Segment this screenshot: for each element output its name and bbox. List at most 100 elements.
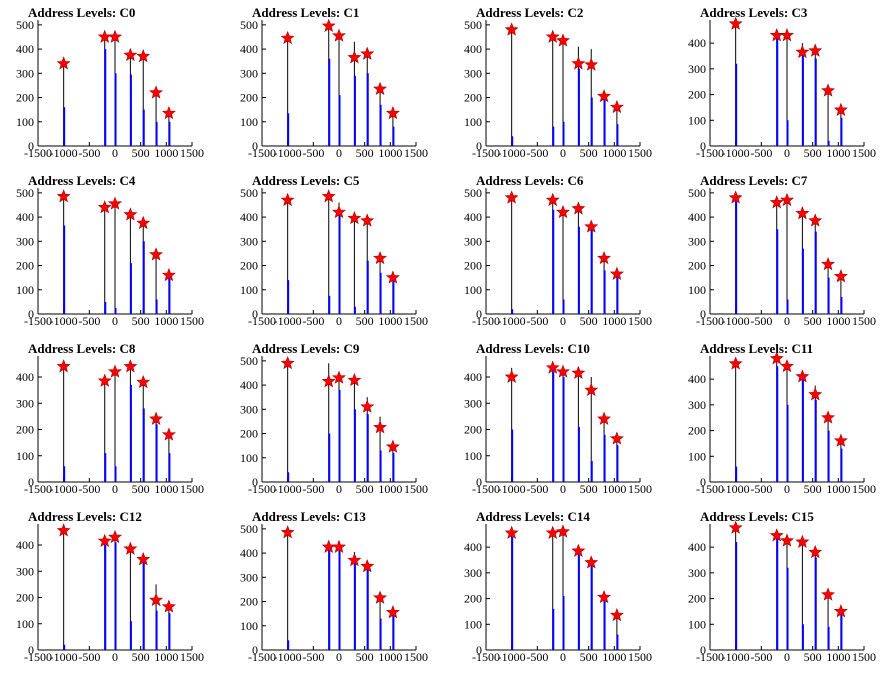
- star-marker: [123, 359, 138, 373]
- star-marker: [56, 359, 71, 373]
- star-marker: [821, 410, 835, 424]
- star-marker: [332, 204, 346, 219]
- x-tick-label: -1500: [696, 482, 724, 496]
- x-tick-label: -1500: [472, 482, 500, 496]
- chart-title: Address Levels: C7: [700, 173, 808, 188]
- star-marker: [97, 200, 112, 214]
- y-tick-label: 300: [16, 234, 34, 248]
- y-tick-label: 200: [16, 423, 34, 437]
- star-marker: [504, 22, 519, 36]
- y-tick-label: 100: [16, 115, 34, 129]
- y-tick-label: 100: [688, 617, 706, 631]
- y-tick-label: 300: [464, 566, 482, 580]
- chart-panel: Address Levels: C12 0 100 200 300 400 -1500-10…: [16, 509, 204, 664]
- x-tick-label: 1000: [154, 146, 178, 160]
- star-marker: [108, 529, 122, 544]
- y-tick-label: 200: [240, 427, 258, 441]
- star-marker: [584, 219, 599, 233]
- star-marker: [780, 533, 794, 547]
- star-marker: [347, 552, 362, 567]
- y-tick-label: 300: [240, 570, 258, 584]
- star-marker: [584, 382, 599, 397]
- x-tick-label: 1500: [628, 482, 652, 496]
- x-tick-label: 0: [560, 482, 566, 496]
- star-marker: [571, 543, 586, 557]
- star-marker: [780, 28, 794, 42]
- star-marker: [821, 587, 835, 601]
- star-marker: [123, 47, 138, 62]
- star-marker: [545, 29, 560, 43]
- chart-panel: Address Levels: C90100200300400500-1500-…: [240, 341, 428, 496]
- x-tick-label: -1500: [696, 146, 724, 160]
- x-tick-label: 500: [356, 146, 374, 160]
- y-tick-label: 300: [16, 66, 34, 80]
- y-tick-label: 0: [28, 139, 34, 153]
- x-tick-label: 0: [336, 482, 342, 496]
- star-marker: [504, 525, 519, 539]
- star-marker: [280, 525, 295, 539]
- x-tick-label: 500: [356, 482, 374, 496]
- y-tick-label: 500: [240, 522, 258, 536]
- x-tick-label: -1000: [50, 314, 78, 328]
- x-tick-label: -1500: [472, 650, 500, 664]
- x-tick-label: -1500: [696, 314, 724, 328]
- y-tick-label: 400: [464, 210, 482, 224]
- x-tick-label: -500: [526, 314, 548, 328]
- chart-title: Address Levels: C1: [252, 5, 359, 20]
- y-tick-label: 400: [16, 210, 34, 224]
- x-tick-label: 500: [804, 482, 822, 496]
- x-tick-label: 1000: [826, 314, 850, 328]
- star-marker: [149, 85, 163, 99]
- chart-title: Address Levels: C2: [476, 5, 583, 20]
- star-marker: [149, 411, 163, 425]
- star-marker: [597, 250, 611, 265]
- star-marker: [108, 29, 122, 43]
- y-tick-label: 0: [28, 643, 34, 657]
- y-tick-label: 400: [16, 370, 34, 384]
- chart-title: Address Levels: C8: [28, 341, 136, 356]
- star-marker: [808, 544, 823, 559]
- x-tick-label: 0: [336, 650, 342, 664]
- x-tick-label: 500: [580, 482, 598, 496]
- star-marker: [728, 356, 743, 370]
- x-tick-label: -1000: [722, 314, 750, 328]
- y-tick-label: 400: [240, 378, 258, 392]
- x-tick-label: -500: [526, 650, 548, 664]
- x-tick-label: 1000: [154, 314, 178, 328]
- star-marker: [808, 43, 823, 57]
- x-tick-label: 0: [560, 314, 566, 328]
- x-tick-label: 0: [112, 314, 118, 328]
- chart-title: Address Levels: C5: [252, 173, 360, 188]
- x-tick-label: 1000: [602, 650, 626, 664]
- x-tick-label: 500: [356, 650, 374, 664]
- x-tick-label: -1000: [722, 650, 750, 664]
- star-marker: [347, 372, 362, 387]
- star-marker: [360, 213, 375, 227]
- y-tick-label: 200: [688, 88, 706, 102]
- star-marker: [504, 190, 519, 204]
- chart-panel: Address Levels: C15 0 100 200 300 400 -1500-10…: [688, 509, 876, 664]
- star-marker: [728, 520, 743, 534]
- y-tick-label: 100: [240, 283, 258, 297]
- x-tick-label: 500: [356, 314, 374, 328]
- star-marker: [833, 604, 848, 618]
- x-tick-label: 1500: [628, 314, 652, 328]
- star-marker: [321, 18, 336, 32]
- y-tick-label: 100: [688, 283, 706, 297]
- chart-title: Address Levels: C0: [28, 5, 135, 20]
- y-tick-label: 200: [240, 595, 258, 609]
- chart-panel: Address Levels: C13 0 100 200 300 400 500 -1500…: [240, 509, 428, 664]
- x-tick-label: 0: [336, 314, 342, 328]
- x-tick-label: -1500: [472, 146, 500, 160]
- star-marker: [321, 189, 336, 203]
- star-marker: [609, 99, 624, 114]
- x-tick-label: -1500: [24, 314, 52, 328]
- y-tick-label: 300: [688, 62, 706, 76]
- y-tick-label: 0: [476, 475, 482, 489]
- y-tick-label: 400: [688, 540, 706, 554]
- y-tick-label: 300: [240, 234, 258, 248]
- star-marker: [728, 16, 743, 30]
- chart-panel: Address Levels: C00100200300400500-1500-…: [16, 5, 204, 160]
- y-tick-label: 0: [252, 139, 258, 153]
